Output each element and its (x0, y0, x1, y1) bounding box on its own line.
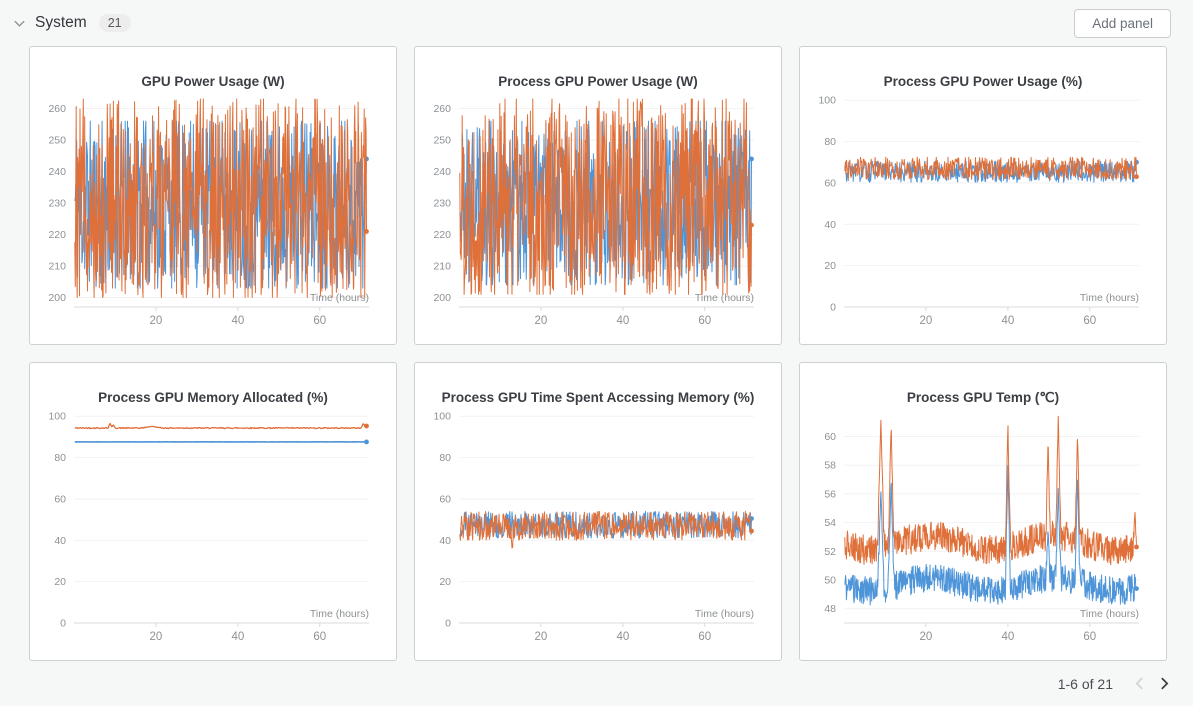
svg-text:60: 60 (54, 493, 66, 505)
svg-text:100: 100 (433, 411, 451, 423)
svg-text:100: 100 (48, 411, 66, 423)
svg-text:20: 20 (535, 631, 548, 643)
svg-text:210: 210 (433, 261, 451, 273)
svg-text:56: 56 (824, 488, 836, 500)
pagination-range-label: 1-6 of 21 (1057, 675, 1113, 692)
panel-grid: GPU Power Usage (W) 260 250 240 230 220 210 20… (29, 46, 1168, 661)
svg-text:60: 60 (439, 493, 451, 505)
svg-text:20: 20 (824, 260, 836, 272)
svg-text:54: 54 (824, 517, 836, 529)
svg-text:Time (hours): Time (hours) (695, 292, 754, 304)
svg-text:20: 20 (439, 576, 451, 588)
svg-text:Time (hours): Time (hours) (695, 608, 754, 620)
pagination-next-button[interactable] (1152, 672, 1177, 695)
add-panel-button[interactable]: Add panel (1074, 9, 1171, 38)
svg-text:Time (hours): Time (hours) (1080, 608, 1139, 620)
svg-text:200: 200 (433, 292, 451, 304)
svg-text:60: 60 (313, 315, 326, 327)
svg-text:20: 20 (54, 576, 66, 588)
svg-text:40: 40 (439, 535, 451, 547)
chart-canvas[interactable]: 100 80 60 40 20 0 20 40 60 Time (hours) (30, 363, 397, 661)
section-collapse-button[interactable] (10, 14, 29, 33)
panel-process-gpu-temp: Process GPU Temp (℃) 60 58 56 54 52 50 48 20 40 6… (799, 362, 1167, 661)
svg-text:60: 60 (1083, 631, 1096, 643)
svg-text:40: 40 (232, 631, 245, 643)
svg-text:50: 50 (824, 575, 836, 587)
panel-gpu-power-usage-w: GPU Power Usage (W) 260 250 240 230 220 210 20… (29, 46, 397, 345)
chart-title: Process GPU Power Usage (%) (883, 74, 1083, 89)
svg-text:200: 200 (48, 292, 66, 304)
panel-process-gpu-power-usage-w: Process GPU Power Usage (W) 260 250 240 230… (414, 46, 782, 345)
svg-text:260: 260 (48, 103, 66, 115)
svg-text:Time (hours): Time (hours) (310, 292, 369, 304)
chart-canvas[interactable]: 260 250 240 230 220 210 200 20 40 60 Time (hours) (30, 47, 397, 345)
chart-canvas[interactable]: 100 80 60 40 20 0 20 40 60 Time (hours) (415, 363, 782, 661)
panel-process-gpu-memory-allocated-pct: Process GPU Memory Allocated (%) 100 80 60… (29, 362, 397, 661)
svg-text:40: 40 (1002, 315, 1015, 327)
panel-process-gpu-time-accessing-memory-pct: Process GPU Time Spent Accessing Memory … (414, 362, 782, 661)
chevron-right-icon (1158, 676, 1171, 691)
svg-text:20: 20 (920, 631, 933, 643)
svg-text:60: 60 (313, 631, 326, 643)
chart-title: Process GPU Power Usage (W) (498, 74, 698, 89)
svg-text:40: 40 (232, 315, 245, 327)
svg-text:60: 60 (698, 631, 711, 643)
svg-text:40: 40 (824, 219, 836, 231)
svg-text:40: 40 (54, 535, 66, 547)
svg-text:58: 58 (824, 460, 836, 472)
section-header: System 21 Add panel (0, 0, 1193, 46)
svg-text:80: 80 (824, 136, 836, 148)
svg-text:240: 240 (48, 166, 66, 178)
svg-text:260: 260 (433, 103, 451, 115)
svg-text:20: 20 (150, 631, 163, 643)
pagination-prev-button[interactable] (1127, 672, 1152, 695)
chart-canvas[interactable]: 60 58 56 54 52 50 48 20 40 60 Time (hours) (800, 363, 1167, 661)
svg-text:20: 20 (150, 315, 163, 327)
svg-text:100: 100 (818, 95, 836, 107)
svg-text:80: 80 (54, 452, 66, 464)
svg-text:220: 220 (48, 229, 66, 241)
pagination: 1-6 of 21 (0, 661, 1193, 706)
svg-text:230: 230 (433, 198, 451, 210)
svg-text:60: 60 (698, 315, 711, 327)
svg-text:60: 60 (824, 431, 836, 443)
chevron-down-icon (12, 16, 27, 31)
svg-text:40: 40 (617, 315, 630, 327)
svg-text:60: 60 (1083, 315, 1096, 327)
section-title: System (35, 14, 87, 31)
chevron-left-icon (1133, 676, 1146, 691)
chart-title: Process GPU Time Spent Accessing Memory … (441, 390, 755, 405)
chart-title: Process GPU Memory Allocated (%) (98, 390, 328, 405)
svg-text:48: 48 (824, 603, 836, 615)
chart-title: Process GPU Temp (℃) (906, 390, 1060, 405)
svg-text:240: 240 (433, 166, 451, 178)
svg-text:220: 220 (433, 229, 451, 241)
svg-text:80: 80 (439, 452, 451, 464)
svg-text:230: 230 (48, 198, 66, 210)
svg-text:0: 0 (60, 618, 66, 630)
svg-text:60: 60 (824, 177, 836, 189)
svg-text:0: 0 (830, 302, 836, 314)
svg-text:210: 210 (48, 261, 66, 273)
svg-text:40: 40 (1002, 631, 1015, 643)
svg-text:52: 52 (824, 546, 836, 558)
svg-text:Time (hours): Time (hours) (1080, 292, 1139, 304)
svg-text:40: 40 (617, 631, 630, 643)
panel-process-gpu-power-usage-pct: Process GPU Power Usage (%) 100 80 60 40 20 0… (799, 46, 1167, 345)
svg-text:20: 20 (920, 315, 933, 327)
panel-count-badge: 21 (98, 13, 131, 33)
chart-canvas[interactable]: 260 250 240 230 220 210 200 20 40 60 Time (hours) (415, 47, 782, 345)
svg-text:0: 0 (445, 618, 451, 630)
svg-text:250: 250 (48, 135, 66, 147)
chart-canvas[interactable]: 100 80 60 40 20 0 20 40 60 Time (hours) (800, 47, 1167, 345)
svg-text:Time (hours): Time (hours) (310, 608, 369, 620)
svg-text:20: 20 (535, 315, 548, 327)
chart-title: GPU Power Usage (W) (141, 74, 285, 89)
svg-text:250: 250 (433, 135, 451, 147)
